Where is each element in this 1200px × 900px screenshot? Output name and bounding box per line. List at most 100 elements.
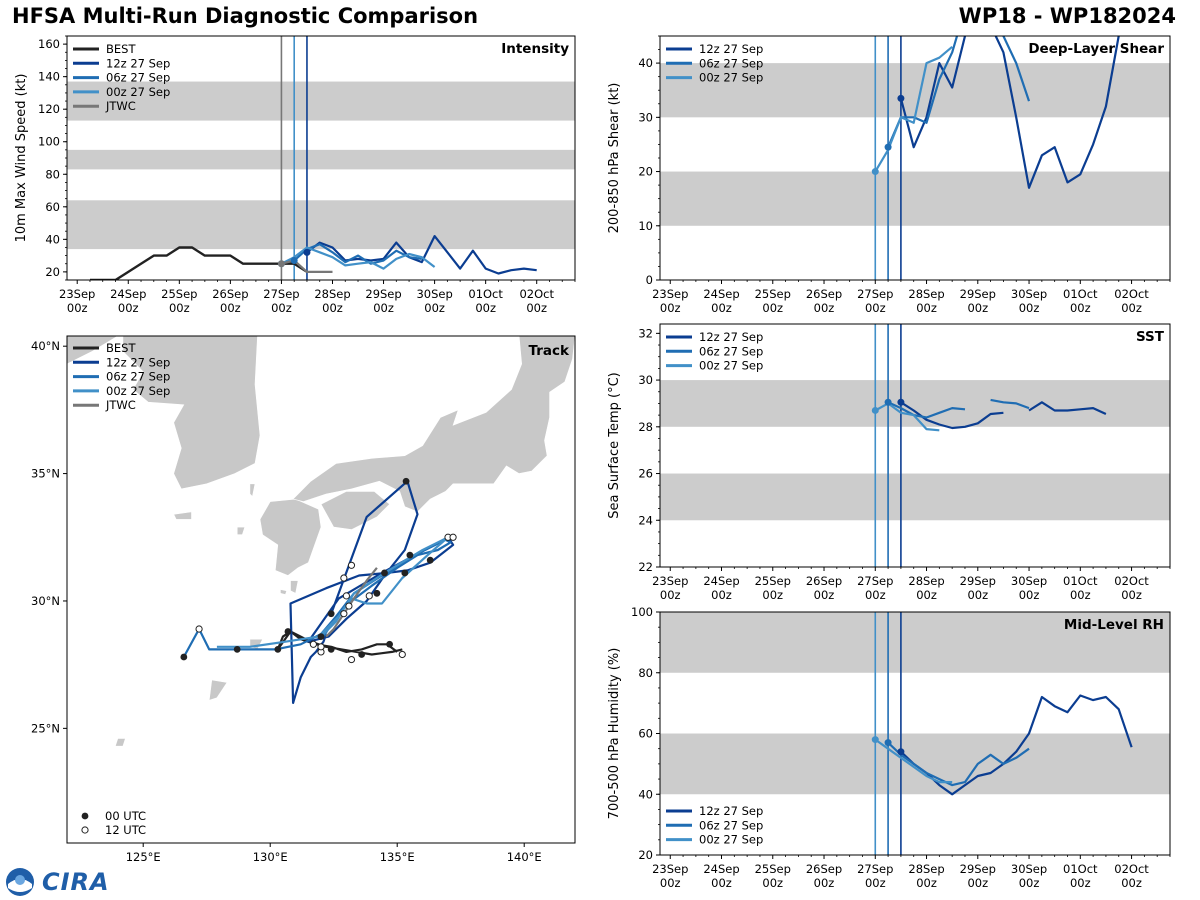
- shear-panel-title: Deep-Layer Shear: [1028, 41, 1164, 57]
- rh-x-tick-label: 26Sep: [806, 862, 842, 876]
- shear-y-tick-label: 20: [638, 165, 653, 179]
- shear-series-06z-27-sep-1: [887, 36, 1031, 148]
- shear-x-tick-label: 28Sep: [908, 287, 944, 301]
- shear-x-tick-label: 00z: [711, 301, 732, 315]
- intensity-x-tick-label: 26Sep: [212, 287, 248, 301]
- sst-x-tick-label: 00z: [865, 588, 886, 602]
- intensity-x-tick-label: 00z: [373, 301, 394, 315]
- shear-y-tick-label: 40: [638, 56, 653, 70]
- rh-x-tick-label: 27Sep: [857, 862, 893, 876]
- sst-x-tick-label: 28Sep: [908, 574, 944, 588]
- shear-x-tick-label: 00z: [916, 301, 937, 315]
- intensity-series-jtwc-4: [281, 259, 333, 273]
- legend-00utc-marker: [81, 812, 89, 820]
- cira-logo-text: CIRA: [42, 868, 110, 896]
- noaa-logo-icon: [6, 868, 34, 896]
- shear-y-tick-label: 30: [638, 110, 653, 124]
- track-point-00utc: [327, 645, 335, 653]
- track-y-tick-label: 25°N: [31, 721, 60, 735]
- intensity-y-tick-label: 100: [38, 135, 60, 149]
- track-point-12utc: [347, 561, 356, 569]
- track-point-00utc: [317, 633, 325, 641]
- sst-x-tick-label: 00z: [814, 588, 835, 602]
- intensity-legend-label: 00z 27 Sep: [106, 85, 170, 99]
- sst-y-tick-label: 32: [638, 326, 653, 340]
- china-land-shape: [67, 336, 119, 365]
- rh-series-12z-27-sep-0: [900, 694, 1133, 796]
- track-y-tick-label: 40°N: [31, 339, 60, 353]
- rh-x-tick-label: 00z: [660, 876, 681, 890]
- intensity-x-tick-label: 00z: [118, 301, 139, 315]
- track-panel: 125°E 130°E 135°E 140°E 25°N 30°N 35°N 40°N Trac…: [31, 335, 576, 864]
- track-legend-label: 06z 27 Sep: [106, 370, 170, 384]
- intensity-y-axis-label: 10m Max Wind Speed (kt): [14, 74, 29, 243]
- intensity-init-point-2: [290, 256, 298, 264]
- intensity-x-tick-label: 29Sep: [365, 287, 401, 301]
- ryukyu-south-shape: [114, 738, 126, 747]
- track-point-00utc: [274, 645, 282, 653]
- sst-x-tick-label: 00z: [660, 588, 681, 602]
- page-title: HFSA Multi-Run Diagnostic Comparison: [12, 4, 479, 28]
- track-x-tick-label: 135°E: [380, 850, 415, 864]
- track-x-tick-label: 140°E: [507, 850, 542, 864]
- shear-x-tick-label: 00z: [865, 301, 886, 315]
- track-legend-label: BEST: [106, 341, 136, 355]
- rh-band-1: [660, 612, 1170, 673]
- track-legend-label: 12z 27 Sep: [106, 355, 170, 369]
- sst-x-tick-label: 24Sep: [703, 574, 739, 588]
- track-point-00utc: [426, 556, 434, 564]
- shear-series-12z-27-sep-0: [899, 36, 1120, 189]
- rh-x-tick-label: 02Oct: [1114, 862, 1149, 876]
- rh-init-point-1: [884, 739, 892, 747]
- legend-12utc-label: 12 UTC: [105, 823, 146, 837]
- sst-frame: [659, 323, 1171, 568]
- rh-x-tick-label: 24Sep: [703, 862, 739, 876]
- track-frame: [66, 335, 576, 844]
- rh-x-tick-label: 00z: [865, 876, 886, 890]
- rh-y-axis-label: 700-500 hPa Humidity (%): [607, 648, 622, 820]
- rh-x-tick-label: 00z: [1019, 876, 1040, 890]
- sst-init-point-4: [871, 406, 879, 414]
- sst-series-06z-27-sep-3: [990, 398, 1030, 410]
- shear-x-tick-label: 00z: [660, 301, 681, 315]
- intensity-y-tick-label: 140: [38, 70, 60, 84]
- intensity-y-tick-label: 120: [38, 102, 60, 116]
- intensity-legend-label: 12z 27 Sep: [106, 56, 170, 70]
- intensity-x-tick-label: 00z: [220, 301, 241, 315]
- track-point-12utc: [449, 533, 457, 541]
- shear-band-1: [660, 63, 1170, 118]
- track-12z-27-sep: [289, 480, 455, 705]
- shear-x-tick-label: 00z: [1070, 301, 1091, 315]
- legend-00utc-label: 00 UTC: [105, 809, 146, 823]
- track-point-12utc: [340, 574, 348, 582]
- rh-x-tick-label: 25Sep: [755, 862, 791, 876]
- sst-legend-label: 06z 27 Sep: [699, 344, 763, 358]
- kyushu-land-shape: [259, 498, 322, 576]
- track-x-tick-label: 125°E: [126, 850, 161, 864]
- intensity-band-0: [67, 200, 575, 250]
- intensity-legend-label: BEST: [106, 42, 136, 56]
- sst-init-point-0: [897, 398, 905, 406]
- intensity-series-best-0: [90, 246, 308, 280]
- sst-plot-area: [660, 324, 1170, 567]
- sst-legend-label: 12z 27 Sep: [699, 330, 763, 344]
- rh-y-tick-label: 20: [638, 848, 653, 862]
- rh-x-tick-label: 00z: [1121, 876, 1142, 890]
- shear-panel: 01020304023Sep00z24Sep00z25Sep00z26Sep00…: [607, 35, 1171, 315]
- shear-legend-label: 12z 27 Sep: [699, 42, 763, 56]
- rh-series-00z-27-sep-2: [874, 738, 953, 784]
- intensity-legend-label: JTWC: [105, 99, 136, 113]
- rh-init-point-2: [871, 736, 879, 744]
- track-point-00utc: [358, 651, 366, 658]
- rh-x-tick-label: 00z: [916, 876, 937, 890]
- intensity-band-2: [67, 81, 575, 121]
- sst-band-1: [660, 380, 1170, 427]
- track-point-12utc: [340, 610, 348, 618]
- intensity-x-tick-label: 27Sep: [263, 287, 299, 301]
- rh-init-point-0: [897, 748, 905, 756]
- intensity-series-00z-27-sep-3: [280, 246, 436, 270]
- shear-init-point-2: [871, 168, 879, 176]
- korea-land-shape: [122, 336, 261, 490]
- shear-x-tick-label: 01Oct: [1063, 287, 1098, 301]
- track-point-00utc: [373, 589, 381, 597]
